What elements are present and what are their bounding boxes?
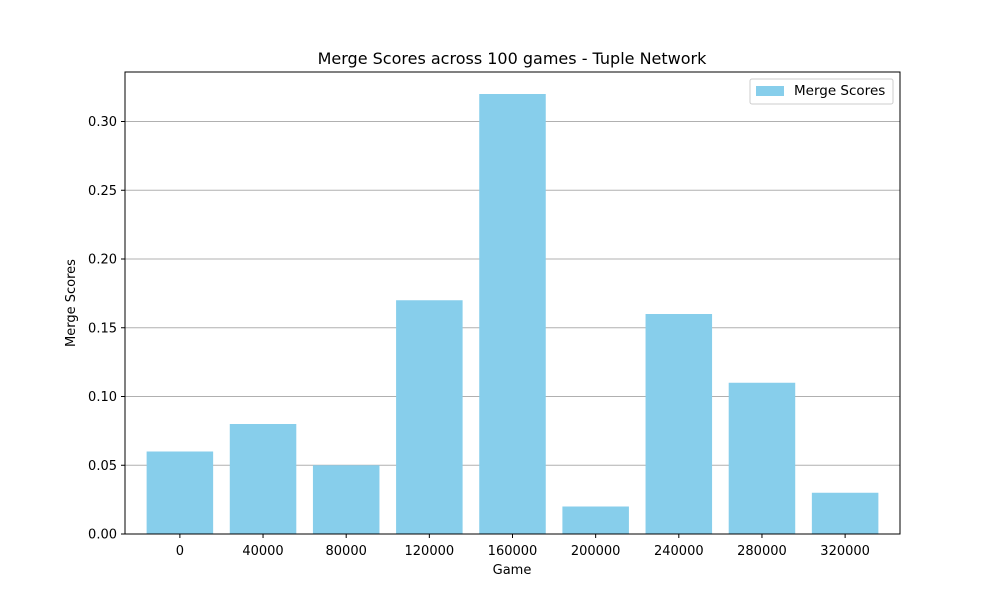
x-tick-label: 280000 (737, 544, 787, 559)
x-tick-label: 240000 (654, 544, 704, 559)
bar-120000 (396, 300, 463, 534)
x-tick-label: 120000 (405, 544, 455, 559)
x-tick-label: 40000 (242, 544, 283, 559)
y-tick-label: 0.30 (88, 115, 117, 130)
chart-title: Merge Scores across 100 games - Tuple Ne… (318, 49, 707, 68)
legend-label: Merge Scores (794, 83, 885, 99)
bar-160000 (479, 94, 546, 534)
y-tick-label: 0.25 (88, 184, 117, 199)
x-tick-label: 80000 (326, 544, 367, 559)
x-tick-label: 320000 (820, 544, 870, 559)
bar-240000 (645, 314, 713, 534)
legend-swatch (756, 86, 784, 96)
bar-40000 (229, 424, 297, 534)
x-tick-label: 160000 (488, 544, 538, 559)
y-tick-label: 0.00 (88, 528, 117, 543)
y-tick-label: 0.10 (88, 390, 117, 405)
y-axis-label: Merge Scores (64, 259, 79, 347)
x-tick-label: 200000 (571, 544, 621, 559)
bars (146, 94, 879, 534)
bar-200000 (562, 506, 629, 534)
y-tick-label: 0.20 (88, 253, 117, 268)
y-tick-label: 0.05 (88, 459, 117, 474)
legend: Merge Scores (749, 78, 894, 105)
bar-0 (146, 451, 214, 534)
x-axis-label: Game (493, 563, 532, 578)
bar-320000 (811, 492, 879, 534)
y-axis-ticks: 0.00 0.05 0.10 0.15 0.20 0.25 0.30 (88, 115, 125, 543)
x-tick-label: 0 (176, 544, 184, 559)
bar-280000 (728, 382, 796, 534)
y-tick-label: 0.15 (88, 321, 117, 336)
legend-box (749, 78, 894, 105)
x-axis-ticks: 0 40000 80000 120000 160000 200000 240000 28000… (176, 534, 870, 559)
bar-80000 (312, 465, 380, 534)
